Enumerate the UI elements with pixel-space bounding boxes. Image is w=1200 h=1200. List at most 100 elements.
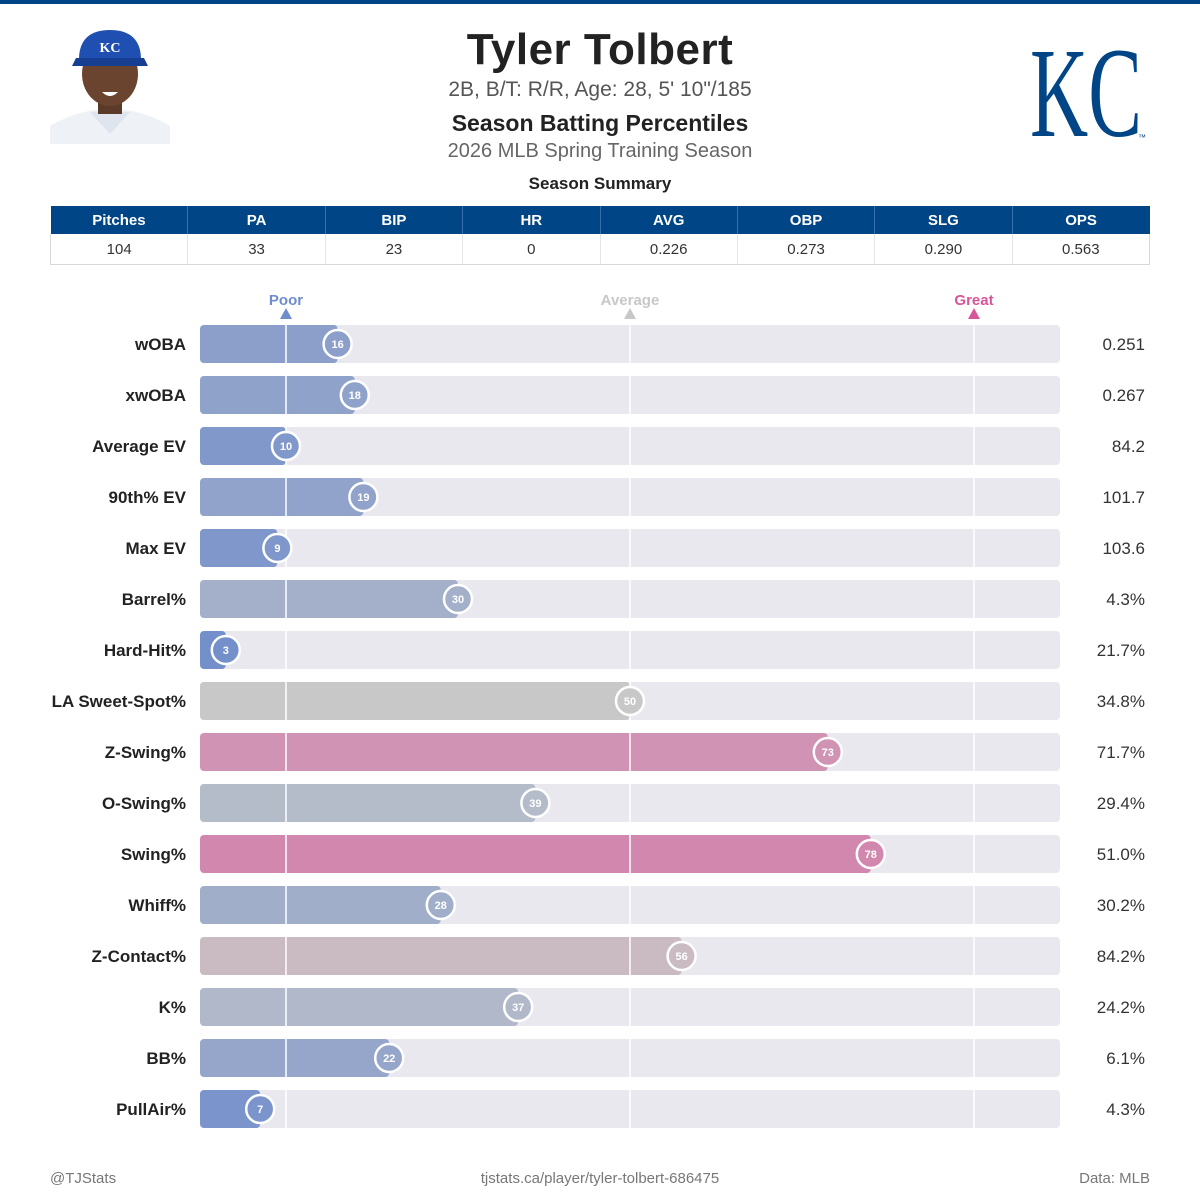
svg-text:KC: KC — [1030, 24, 1142, 144]
stat-value-woba: 0.251 — [1102, 335, 1145, 354]
percentile-dot-woba — [322, 328, 353, 360]
percentile-dot-xwoba — [339, 379, 371, 411]
percentile-label-bb: 22 — [383, 1053, 395, 1065]
category-label-max-ev: Max EV — [126, 539, 187, 558]
reference-label-average: Average — [601, 292, 660, 309]
summary-value-ops: 0.563 — [1012, 234, 1151, 265]
summary-title: Season Summary — [528, 174, 672, 193]
summary-col-pitches: Pitches — [50, 206, 189, 234]
summary-col-avg: AVG — [600, 206, 738, 234]
summary-value-row: 104 33 23 0 0.226 0.273 0.290 0.563 — [49, 234, 1151, 265]
percentile-label-k: 37 — [512, 1002, 524, 1014]
category-label-pullair: PullAir% — [116, 1100, 186, 1119]
percentile-dot-z-contact — [666, 940, 697, 972]
bar-whiff — [200, 886, 441, 924]
category-label-woba: wOBA — [134, 335, 186, 354]
svg-text:™: ™ — [1138, 133, 1146, 142]
bar-bb — [200, 1039, 390, 1077]
percentile-label-hard-hit: 3 — [223, 645, 229, 657]
category-label-hard-hit: Hard-Hit% — [104, 641, 186, 660]
footer-url: tjstats.ca/player/tyler-tolbert-686475 — [480, 1170, 720, 1187]
stat-value-o-swing: 29.4% — [1097, 794, 1145, 813]
category-label-xwoba: xwOBA — [126, 386, 186, 405]
bar-90th-ev — [200, 478, 364, 516]
percentile-label-max-ev: 9 — [274, 543, 280, 555]
team-logo: KC ™ — [1030, 24, 1146, 144]
category-label-la-sweet-spot: LA Sweet-Spot% — [52, 692, 186, 711]
report-title: Season Batting Percentiles — [451, 110, 749, 136]
reference-label-great: Great — [954, 292, 993, 309]
category-label-barrel: Barrel% — [122, 590, 186, 609]
reference-marker-icon — [624, 308, 636, 319]
report-subtitle: 2026 MLB Spring Training Season — [447, 140, 753, 162]
percentile-label-whiff: 28 — [435, 900, 447, 912]
stat-value-la-sweet-spot: 34.8% — [1097, 692, 1145, 711]
summary-col-slg: SLG — [874, 206, 1013, 234]
summary-value-pa: 33 — [187, 234, 326, 265]
stat-value-bb: 6.1% — [1106, 1049, 1145, 1068]
stat-value-hard-hit: 21.7% — [1097, 641, 1145, 660]
footer-source: Data: MLB — [1079, 1170, 1150, 1187]
svg-text:KC: KC — [100, 41, 121, 56]
stat-value-z-contact: 84.2% — [1097, 947, 1145, 966]
summary-col-obp: OBP — [737, 206, 876, 234]
reference-label-poor: Poor — [269, 292, 303, 309]
stat-value-barrel: 4.3% — [1106, 590, 1145, 609]
summary-value-bip: 23 — [325, 234, 464, 265]
percentile-label-pullair: 7 — [257, 1104, 263, 1116]
category-label-average-ev: Average EV — [92, 437, 187, 456]
stat-value-xwoba: 0.267 — [1102, 386, 1145, 405]
category-label-90th-ev: 90th% EV — [109, 488, 187, 507]
stat-value-pullair: 4.3% — [1106, 1100, 1145, 1119]
percentile-dot-90th-ev — [348, 481, 379, 513]
reference-marker-icon — [280, 308, 292, 319]
percentile-dot-o-swing — [520, 787, 551, 819]
percentile-label-average-ev: 10 — [280, 441, 292, 453]
bar-o-swing — [200, 784, 536, 822]
summary-value-hr: 0 — [462, 234, 601, 265]
stat-value-90th-ev: 101.7 — [1102, 488, 1145, 507]
percentile-dot-average-ev — [270, 430, 302, 462]
summary-value-pitches: 104 — [49, 234, 189, 265]
reference-marker-icon — [968, 308, 980, 319]
summary-col-ops: OPS — [1012, 206, 1150, 234]
percentile-chart: Poor Average Great wOBA 0.251 xwOBA 0.267 Avera… — [52, 292, 1145, 1128]
footer-credit: @TJStats — [50, 1170, 117, 1187]
percentile-dot-la-sweet-spot — [614, 685, 646, 717]
percentile-label-xwoba: 18 — [349, 390, 361, 402]
stat-value-k: 24.2% — [1097, 998, 1145, 1017]
bar-z-contact — [200, 937, 682, 975]
category-label-k: K% — [159, 998, 186, 1017]
player-info: 2B, B/T: R/R, Age: 28, 5' 10"/185 — [448, 78, 752, 101]
stat-value-swing: 51.0% — [1097, 845, 1145, 864]
category-label-z-swing: Z-Swing% — [105, 743, 186, 762]
player-headshot: KC — [50, 22, 170, 144]
category-label-o-swing: O-Swing% — [102, 794, 186, 813]
percentile-label-90th-ev: 19 — [357, 492, 369, 504]
percentile-dot-barrel — [442, 583, 474, 615]
summary-value-slg: 0.290 — [874, 234, 1013, 265]
summary-header-row: Pitches PA BIP HR AVG OBP SLG OPS — [50, 206, 1150, 234]
summary-value-avg: 0.226 — [600, 234, 738, 265]
percentile-dot-whiff — [425, 889, 457, 921]
bar-z-swing — [200, 733, 828, 771]
summary-value-obp: 0.273 — [737, 234, 876, 265]
percentile-dot-k — [502, 991, 534, 1023]
percentile-label-z-swing: 73 — [822, 747, 834, 759]
bar-k — [200, 988, 519, 1026]
percentile-dot-hard-hit — [210, 634, 242, 666]
percentile-label-woba: 16 — [331, 339, 343, 351]
percentile-dot-pullair — [244, 1093, 276, 1125]
category-label-whiff: Whiff% — [128, 896, 186, 915]
percentile-dot-swing — [855, 838, 887, 870]
bar-barrel — [200, 580, 458, 618]
summary-col-bip: BIP — [325, 206, 464, 234]
stat-value-z-swing: 71.7% — [1097, 743, 1145, 762]
percentile-label-o-swing: 39 — [529, 798, 541, 810]
bar-average-ev — [200, 427, 286, 465]
stat-value-max-ev: 103.6 — [1102, 539, 1145, 558]
percentile-label-z-contact: 56 — [675, 951, 687, 963]
percentile-dot-max-ev — [262, 532, 293, 564]
bar-swing — [200, 835, 871, 873]
summary-col-hr: HR — [462, 206, 601, 234]
